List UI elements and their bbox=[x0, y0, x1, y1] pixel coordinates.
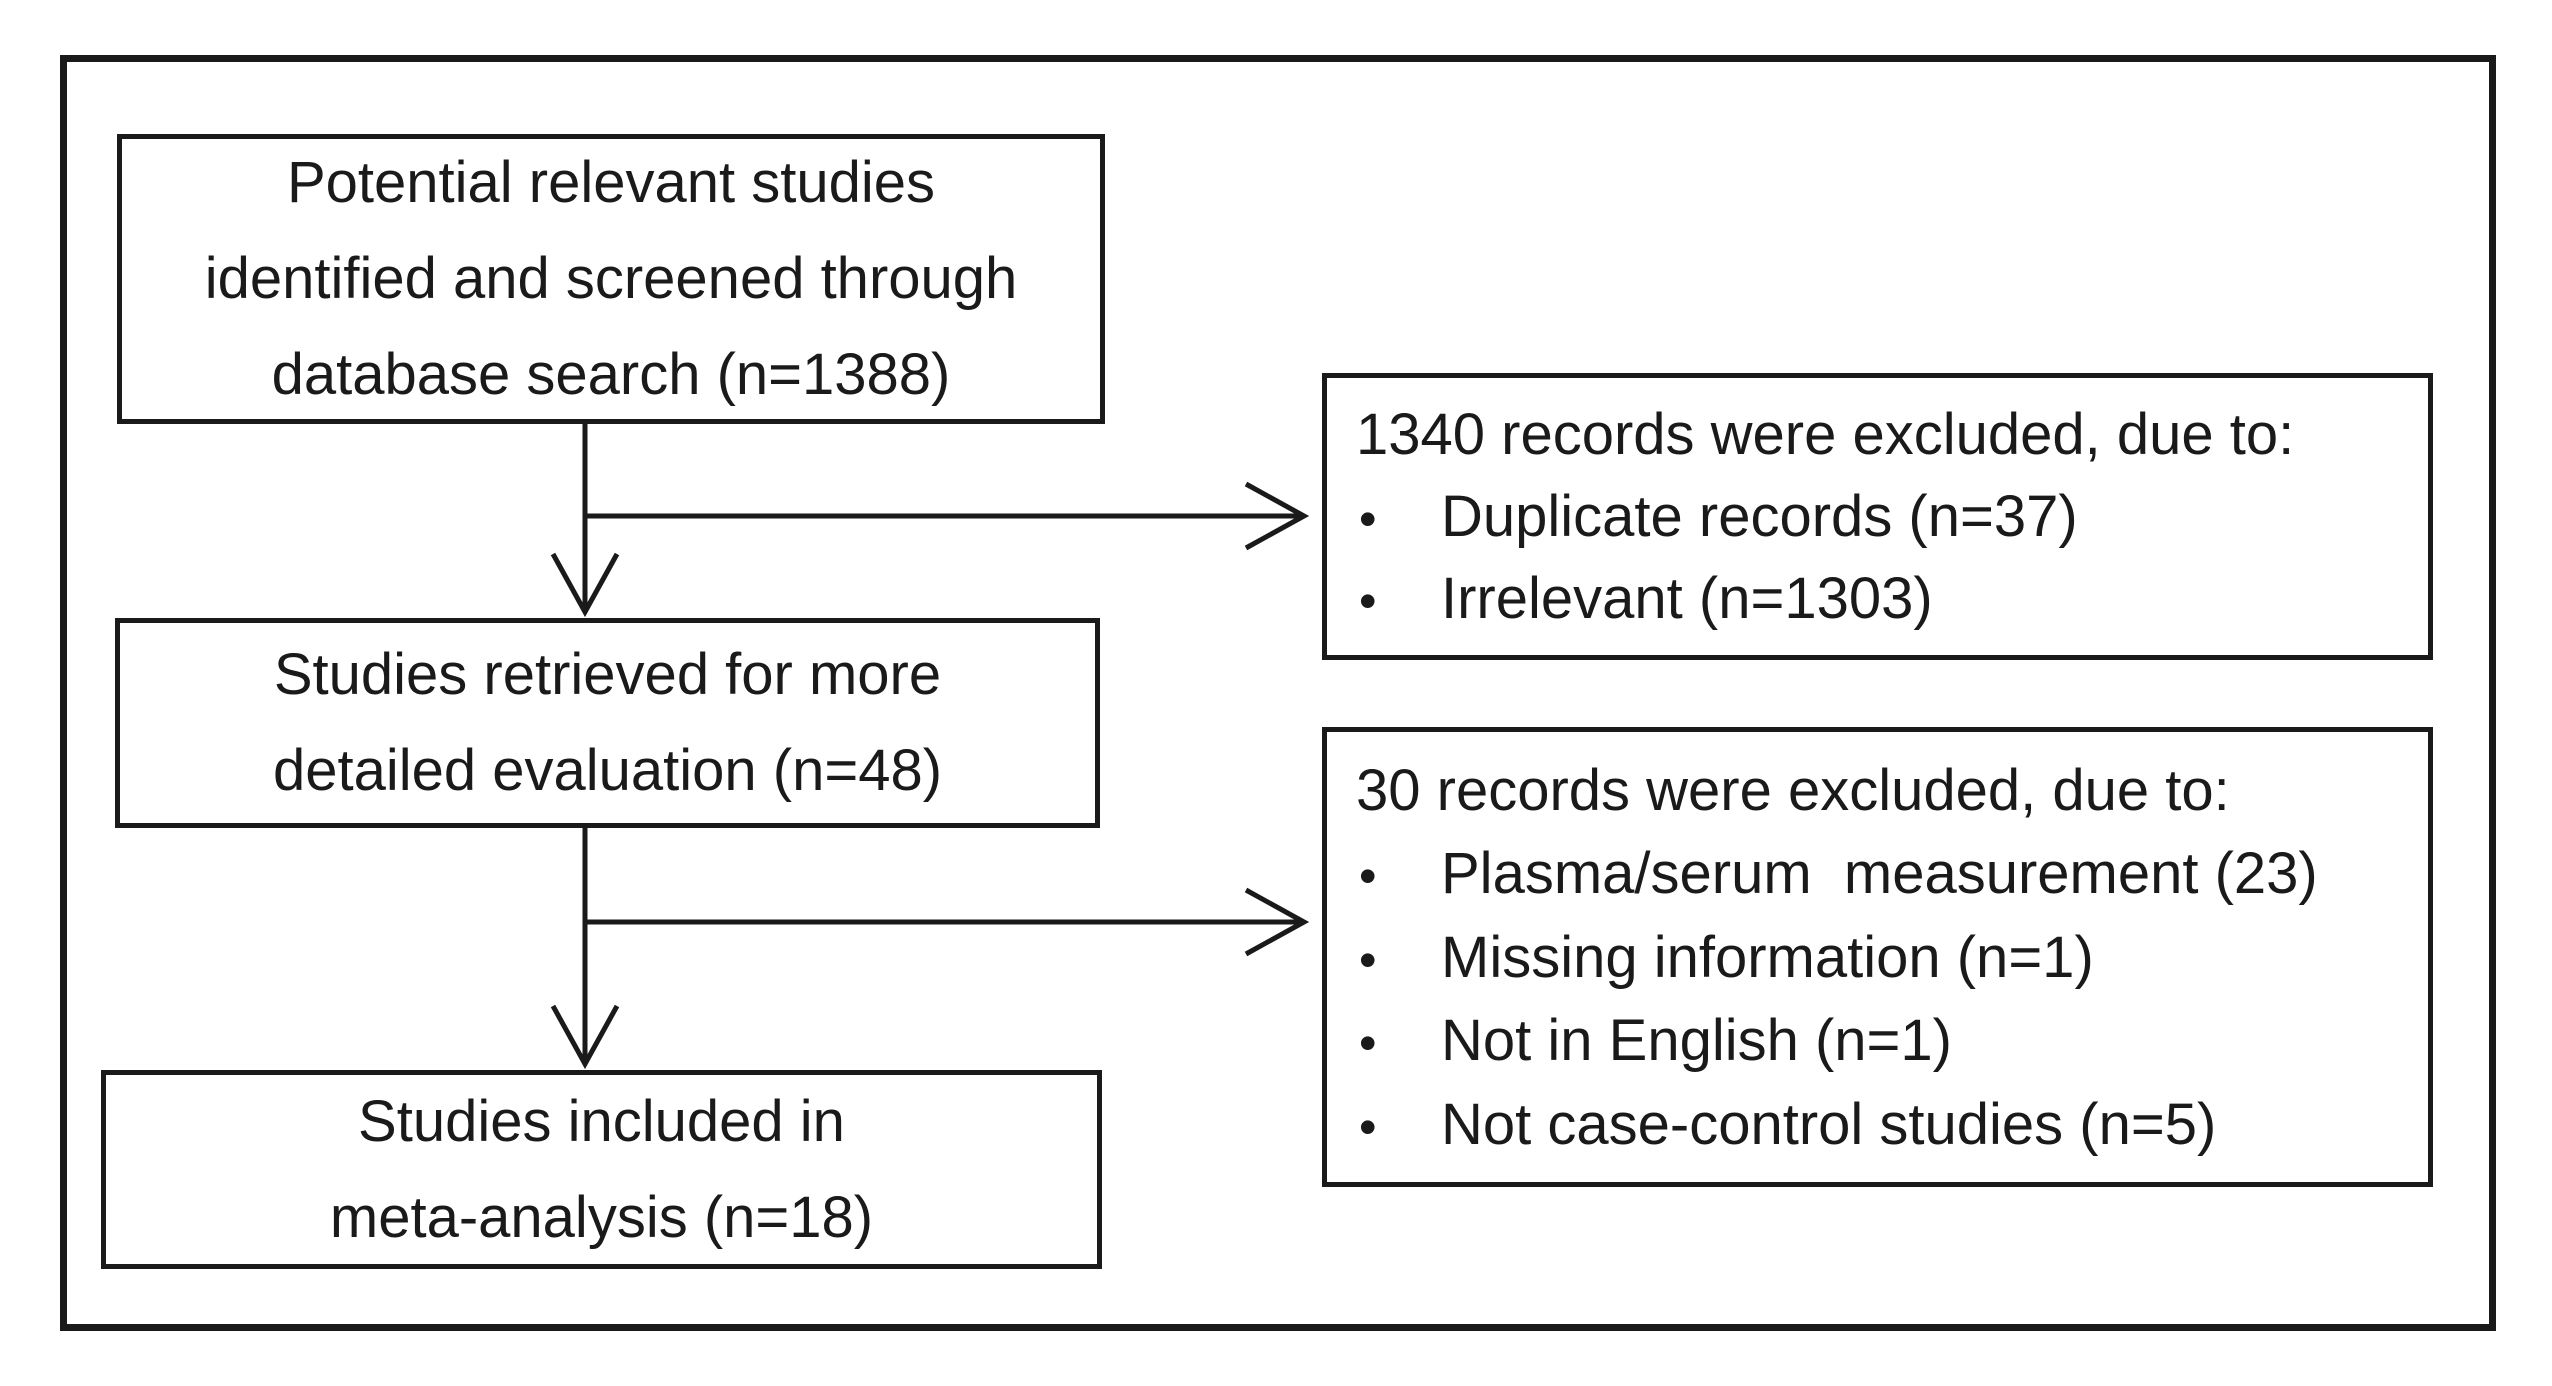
flow-box-included: Studies included in meta-analysis (n=18) bbox=[101, 1070, 1102, 1269]
exclusion-reason: Not case-control studies (n=5) bbox=[1441, 1091, 2217, 1157]
bullet-icon: • bbox=[1359, 931, 1377, 988]
exclusion-box-screening: 1340 records were excluded, due to: • Du… bbox=[1322, 373, 2433, 660]
bullet-icon: • bbox=[1359, 491, 1377, 547]
list-item: • Irrelevant (n=1303) bbox=[1327, 565, 2413, 632]
flow-box-identified-line-3: database search (n=1388) bbox=[271, 342, 951, 407]
bullet-icon: • bbox=[1359, 848, 1377, 904]
diagram-border bbox=[60, 55, 2496, 1331]
flow-box-included-line-1: Studies included in bbox=[358, 1088, 845, 1154]
list-item: • Plasma/serum measurement (23) bbox=[1327, 840, 2413, 907]
exclusion-box-screening-header: 1340 records were excluded, due to: bbox=[1356, 402, 2295, 467]
exclusion-box-evaluation-header: 30 records were excluded, due to: bbox=[1356, 757, 2230, 823]
flow-box-retrieved-line-1: Studies retrieved for more bbox=[273, 642, 942, 707]
flow-box-retrieved: Studies retrieved for more detailed eval… bbox=[115, 618, 1100, 828]
exclusion-reason: Duplicate records (n=37) bbox=[1441, 484, 2078, 549]
exclusion-reason: Not in English (n=1) bbox=[1441, 1008, 1952, 1073]
flow-box-retrieved-line-2: detailed evaluation (n=48) bbox=[272, 738, 943, 803]
list-item: • Not in English (n=1) bbox=[1327, 1007, 2413, 1074]
bullet-icon: • bbox=[1359, 1015, 1377, 1071]
exclusion-box-evaluation: 30 records were excluded, due to: • Plas… bbox=[1322, 727, 2433, 1187]
flow-box-identified: Potential relevant studies identified an… bbox=[117, 134, 1105, 424]
list-item: • Duplicate records (n=37) bbox=[1327, 483, 2413, 550]
bullet-icon: • bbox=[1359, 573, 1377, 629]
flow-box-identified-line-2: identified and screened through bbox=[204, 246, 1018, 311]
exclusion-reason: Plasma/serum measurement (23) bbox=[1441, 841, 2318, 906]
list-item: • Missing information (n=1) bbox=[1327, 924, 2413, 991]
list-item: • Not case-control studies (n=5) bbox=[1327, 1091, 2413, 1158]
bullet-icon: • bbox=[1359, 1098, 1377, 1155]
exclusion-reason: Missing information (n=1) bbox=[1441, 924, 2094, 990]
flow-box-identified-line-1: Potential relevant studies bbox=[286, 150, 936, 215]
flow-box-included-line-2: meta-analysis (n=18) bbox=[329, 1184, 874, 1250]
exclusion-reason: Irrelevant (n=1303) bbox=[1441, 566, 1933, 631]
